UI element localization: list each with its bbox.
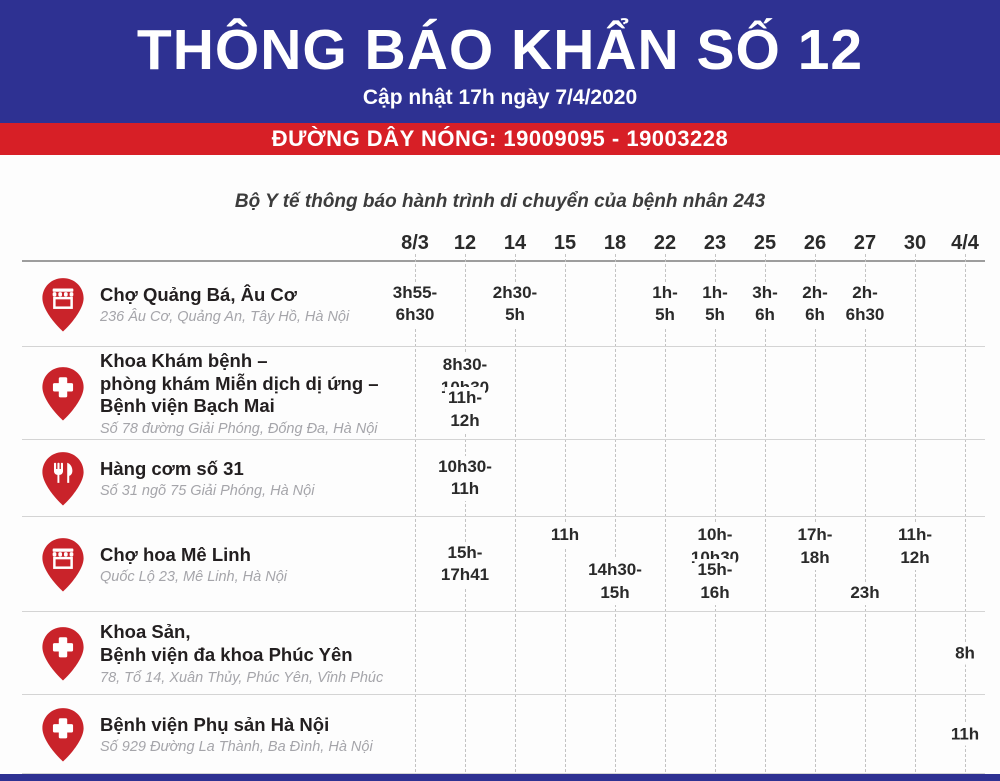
date-label: 23	[703, 232, 727, 254]
location-name: Khoa Khám bệnh – phòng khám Miễn dịch dị…	[100, 349, 379, 417]
grid-line	[465, 254, 466, 772]
location-name: Chợ hoa Mê Linh	[100, 543, 251, 565]
date-label: 25	[753, 232, 777, 254]
hotline-text: ĐƯỜNG DÂY NÓNG: 19009095 - 19003228	[271, 126, 729, 151]
grid-line	[615, 254, 616, 772]
location-text: Bệnh viện Phụ sản Hà Nội Số 929 Đường La…	[100, 714, 373, 756]
date-label: 12	[453, 232, 477, 254]
date-label: 4/4	[951, 232, 979, 254]
time-range: 1h- 5h	[649, 281, 681, 328]
footer-bar	[0, 774, 1000, 781]
restaurant-pin-icon	[42, 451, 84, 505]
location-label: Chợ Quảng Bá, Âu Cơ 236 Âu Cơ, Quảng An,…	[0, 262, 405, 347]
time-range: 10h30- 11h	[435, 455, 495, 502]
time-range: 2h- 6h30	[842, 281, 888, 328]
date-label: 27	[853, 232, 877, 254]
grid-line	[515, 254, 516, 772]
date-label: 26	[803, 232, 827, 254]
grid-line	[815, 254, 816, 772]
market-pin-icon	[42, 537, 84, 591]
grid-line	[565, 254, 566, 772]
location-label: Khoa Sản, Bệnh viện đa khoa Phúc Yên 78,…	[0, 612, 405, 695]
subtitle: Bộ Y tế thông báo hành trình di chuyển c…	[0, 155, 1000, 226]
hospital-pin-icon	[42, 707, 84, 761]
location-address: Quốc Lộ 23, Mê Linh, Hà Nội	[100, 569, 287, 586]
time-range: 1h- 5h	[699, 281, 731, 328]
market-pin-icon	[42, 277, 84, 331]
location-address: 78, Tổ 14, Xuân Thủy, Phúc Yên, Vĩnh Phú…	[100, 669, 384, 686]
date-label: 8/3	[401, 232, 429, 254]
time-range: 2h- 6h	[799, 281, 831, 328]
location-name: Chợ Quảng Bá, Âu Cơ	[100, 283, 297, 305]
date-label: 15	[553, 232, 577, 254]
date-label: 22	[653, 232, 677, 254]
location-row-bv-phu-san-ha-noi: Bệnh viện Phụ sản Hà Nội Số 929 Đường La…	[0, 695, 1000, 774]
header-banner: THÔNG BÁO KHẨN SỐ 12 Cập nhật 17h ngày 7…	[0, 0, 1000, 123]
time-range: 11h	[947, 723, 983, 746]
grid-line	[715, 254, 716, 772]
hospital-pin-icon	[42, 366, 84, 420]
location-text: Khoa Sản, Bệnh viện đa khoa Phúc Yên 78,…	[100, 621, 383, 686]
time-range: 11h- 12h	[894, 524, 936, 570]
location-address: Số 78 đường Giải Phóng, Đống Đa, Hà Nội	[100, 421, 378, 438]
location-address: Số 929 Đường La Thành, Ba Đình, Hà Nội	[100, 739, 373, 756]
time-range: 2h30- 5h	[489, 281, 541, 328]
time-range: 15h- 16h	[694, 559, 736, 605]
location-row-hang-com-31: Hàng cơm số 31 Số 31 ngõ 75 Giải Phóng, …	[0, 440, 1000, 517]
grid-line	[865, 254, 866, 772]
location-label: Hàng cơm số 31 Số 31 ngõ 75 Giải Phóng, …	[0, 440, 405, 517]
location-name: Bệnh viện Phụ sản Hà Nội	[100, 713, 330, 735]
location-label: Khoa Khám bệnh – phòng khám Miễn dịch dị…	[0, 347, 405, 440]
date-label: 30	[903, 232, 927, 254]
location-row-cho-hoa-me-linh: Chợ hoa Mê Linh Quốc Lộ 23, Mê Linh, Hà …	[0, 517, 1000, 612]
location-address: Số 31 ngõ 75 Giải Phóng, Hà Nội	[100, 483, 315, 500]
time-range: 14h30- 15h	[585, 559, 645, 605]
grid-line	[965, 254, 966, 772]
time-range: 23h	[847, 582, 883, 605]
time-range: 8h	[952, 642, 978, 665]
location-name: Hàng cơm số 31	[100, 457, 244, 479]
time-range: 17h- 18h	[794, 524, 836, 570]
location-row-cho-quang-ba: Chợ Quảng Bá, Âu Cơ 236 Âu Cơ, Quảng An,…	[0, 262, 1000, 347]
time-range: 15h- 17h41	[437, 541, 493, 588]
grid-line	[665, 254, 666, 772]
time-range: 11h- 12h	[444, 387, 486, 433]
location-text: Chợ Quảng Bá, Âu Cơ 236 Âu Cơ, Quảng An,…	[100, 284, 349, 326]
date-label: 14	[503, 232, 527, 254]
location-address: 236 Âu Cơ, Quảng An, Tây Hồ, Hà Nội	[100, 309, 350, 326]
grid-lines	[0, 254, 1000, 772]
grid-line	[415, 254, 416, 772]
location-text: Khoa Khám bệnh – phòng khám Miễn dịch dị…	[100, 350, 379, 438]
hospital-pin-icon	[42, 626, 84, 680]
grid-line	[765, 254, 766, 772]
date-label: 18	[603, 232, 627, 254]
time-range: 3h- 6h	[749, 281, 781, 328]
updated-timestamp: Cập nhật 17h ngày 7/4/2020	[362, 86, 638, 109]
location-name: Khoa Sản, Bệnh viện đa khoa Phúc Yên	[100, 621, 353, 665]
page-title: THÔNG BÁO KHẨN SỐ 12	[136, 18, 864, 82]
timeline-chart: 8/3 12 14 15 18 22 23 25 26 27 30 4/4	[0, 226, 1000, 774]
location-label: Chợ hoa Mê Linh Quốc Lộ 23, Mê Linh, Hà …	[0, 517, 405, 612]
date-axis: 8/3 12 14 15 18 22 23 25 26 27 30 4/4	[0, 226, 1000, 262]
location-text: Chợ hoa Mê Linh Quốc Lộ 23, Mê Linh, Hà …	[100, 544, 287, 586]
hotline-bar: ĐƯỜNG DÂY NÓNG: 19009095 - 19003228	[0, 123, 1000, 155]
location-text: Hàng cơm số 31 Số 31 ngõ 75 Giải Phóng, …	[100, 458, 314, 500]
location-row-bv-bach-mai: Khoa Khám bệnh – phòng khám Miễn dịch dị…	[0, 347, 1000, 440]
location-label: Bệnh viện Phụ sản Hà Nội Số 929 Đường La…	[0, 695, 405, 774]
grid-line	[915, 254, 916, 772]
subtitle-text: Bộ Y tế thông báo hành trình di chuyển c…	[234, 190, 766, 212]
time-range: 3h55- 6h30	[389, 281, 441, 328]
time-range: 11h	[547, 524, 583, 547]
location-row-bv-phuc-yen: Khoa Sản, Bệnh viện đa khoa Phúc Yên 78,…	[0, 612, 1000, 695]
